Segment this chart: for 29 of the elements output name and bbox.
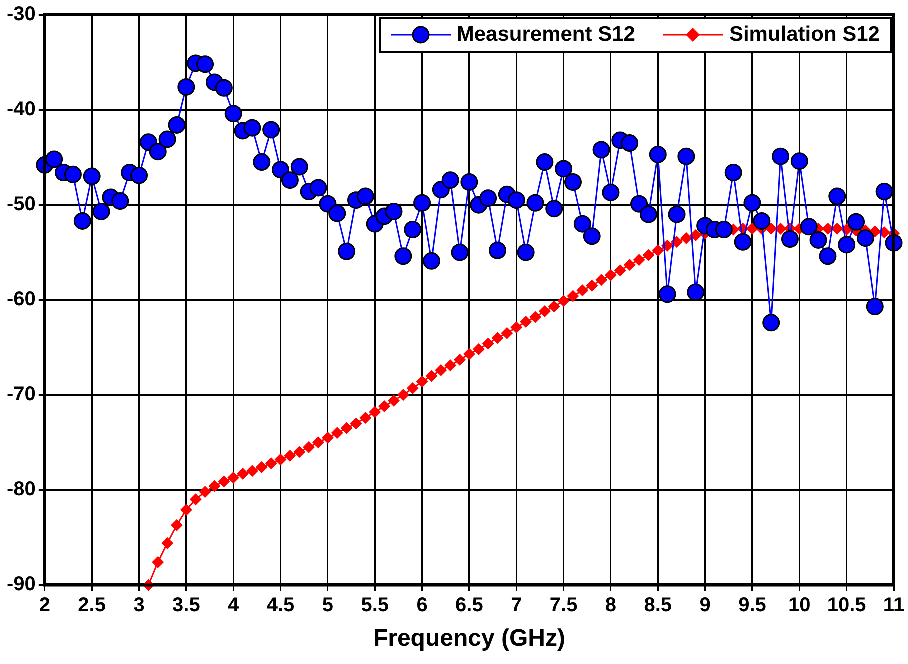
- x-axis-title: Frequency (GHz): [373, 625, 566, 652]
- x-tick-label: 10.5: [827, 594, 866, 617]
- y-tick-label: -50: [7, 194, 36, 216]
- x-tick-label: 7.5: [550, 594, 578, 617]
- x-tick-label: 5: [322, 594, 334, 617]
- x-tick-label: 2.5: [78, 594, 106, 617]
- x-tick-label: 9.5: [738, 594, 766, 617]
- x-tick-label: 9: [700, 594, 711, 617]
- x-tick-label: 4.5: [266, 594, 295, 617]
- y-tick-label: -60: [7, 288, 36, 311]
- x-tick-label: 8: [605, 594, 617, 617]
- x-tick-label: 7: [511, 594, 522, 617]
- x-tick-label: 3: [134, 594, 145, 617]
- y-tick-label: -80: [7, 478, 36, 501]
- y-tick-label: -40: [7, 98, 36, 121]
- x-tick-label: 5.5: [361, 594, 390, 617]
- x-tick-label: 10: [788, 594, 811, 617]
- y-tick-label: -30: [7, 4, 36, 26]
- legend-label: Simulation S12: [729, 23, 880, 47]
- x-tick-label: 4: [228, 594, 240, 617]
- legend-label: Measurement S12: [456, 23, 636, 47]
- x-tick-label: 6.5: [456, 594, 484, 617]
- x-tick-label: 2: [39, 594, 50, 617]
- x-tick-label: 3.5: [172, 594, 200, 617]
- x-tick-label: 11: [883, 594, 905, 617]
- x-tick-label: 6: [416, 594, 428, 617]
- y-tick-label: -90: [7, 574, 36, 596]
- y-tick-label: -70: [7, 384, 36, 406]
- x-tick-label: 8.5: [644, 594, 672, 617]
